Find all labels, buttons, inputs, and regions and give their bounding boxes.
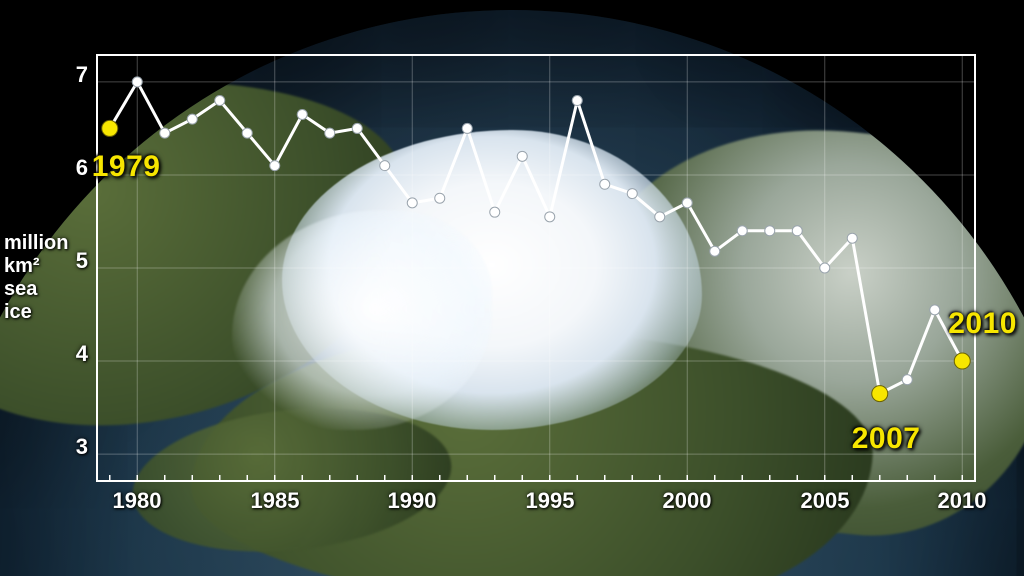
callout-2007: 2007 [852,422,921,456]
chart-plot [96,54,976,482]
series-line [110,82,963,394]
y-tick-label: 5 [68,248,88,274]
scene: million km² sea ice 7 6 5 4 3 1980 1985 … [0,0,1024,576]
callout-1979: 1979 [92,150,161,184]
y-axis-label-line: sea [4,278,68,301]
y-axis-label-line: km² [4,255,68,278]
x-tick-label: 2005 [801,488,850,514]
x-tick-label: 2000 [663,488,712,514]
y-axis-label-line: ice [4,301,68,324]
x-tick-label: 2010 [938,488,987,514]
x-tick-label: 1995 [526,488,575,514]
x-tick-label: 1985 [251,488,300,514]
y-axis-label: million km² sea ice [4,232,68,324]
x-tick-label: 1980 [113,488,162,514]
grid-layer [96,54,976,482]
minor-ticks [110,475,963,482]
y-tick-label: 3 [68,434,88,460]
highlight-markers [102,120,971,401]
y-tick-label: 6 [68,155,88,181]
y-tick-label: 4 [68,341,88,367]
y-tick-label: 7 [68,62,88,88]
x-tick-label: 1990 [388,488,437,514]
callout-2010: 2010 [948,307,1017,341]
y-axis-label-line: million [4,232,68,255]
series-markers [105,77,968,399]
